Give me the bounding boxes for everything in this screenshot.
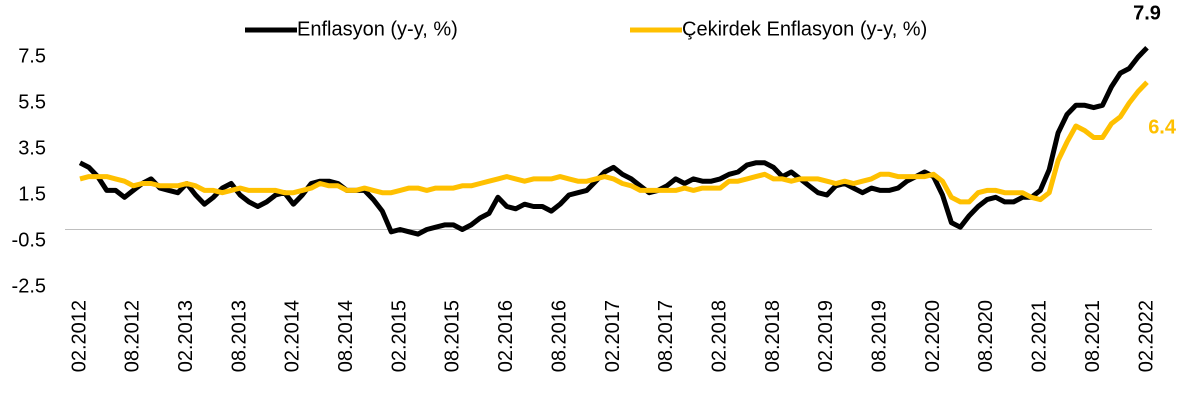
- x-tick-label: 08.2020: [975, 300, 997, 372]
- y-tick-label: -2.5: [12, 275, 46, 297]
- y-tick-label: 3.5: [18, 137, 46, 159]
- x-tick-label: 02.2013: [175, 300, 197, 372]
- y-tick-label: 5.5: [18, 91, 46, 113]
- x-tick-label: 02.2015: [388, 300, 410, 372]
- x-tick-label: 08.2013: [228, 300, 250, 372]
- legend-label: Enflasyon (y-y, %): [297, 18, 458, 40]
- x-tick-label: 02.2018: [708, 300, 730, 372]
- x-tick-label: 08.2016: [548, 300, 570, 372]
- x-tick-label: 02.2021: [1029, 300, 1051, 372]
- x-tick-label: 08.2021: [1082, 300, 1104, 372]
- x-tick-label: 02.2022: [1135, 300, 1157, 372]
- x-tick-label: 08.2019: [869, 300, 891, 372]
- x-tick-label: 02.2017: [602, 300, 624, 372]
- x-tick-label: 08.2017: [655, 300, 677, 372]
- x-tick-label: 08.2015: [442, 300, 464, 372]
- data-label: 6.4: [1148, 116, 1177, 138]
- series-line: [79, 80, 1149, 205]
- x-tick-label: 02.2019: [815, 300, 837, 372]
- data-label: 7.9: [1133, 2, 1161, 24]
- legend-label: Çekirdek Enflasyon (y-y, %): [682, 18, 927, 40]
- x-tick-label: 02.2020: [922, 300, 944, 372]
- x-tick-label: 08.2014: [335, 300, 357, 372]
- x-tick-label: 02.2016: [495, 300, 517, 372]
- y-tick-label: 7.5: [18, 45, 46, 67]
- series-line: [78, 46, 1149, 237]
- x-tick-label: 08.2018: [762, 300, 784, 372]
- x-tick-label: 02.2014: [282, 300, 304, 372]
- x-tick-label: 08.2012: [122, 300, 144, 372]
- y-tick-label: 1.5: [18, 183, 46, 205]
- y-tick-label: -0.5: [12, 229, 46, 251]
- x-tick-label: 02.2012: [68, 300, 90, 372]
